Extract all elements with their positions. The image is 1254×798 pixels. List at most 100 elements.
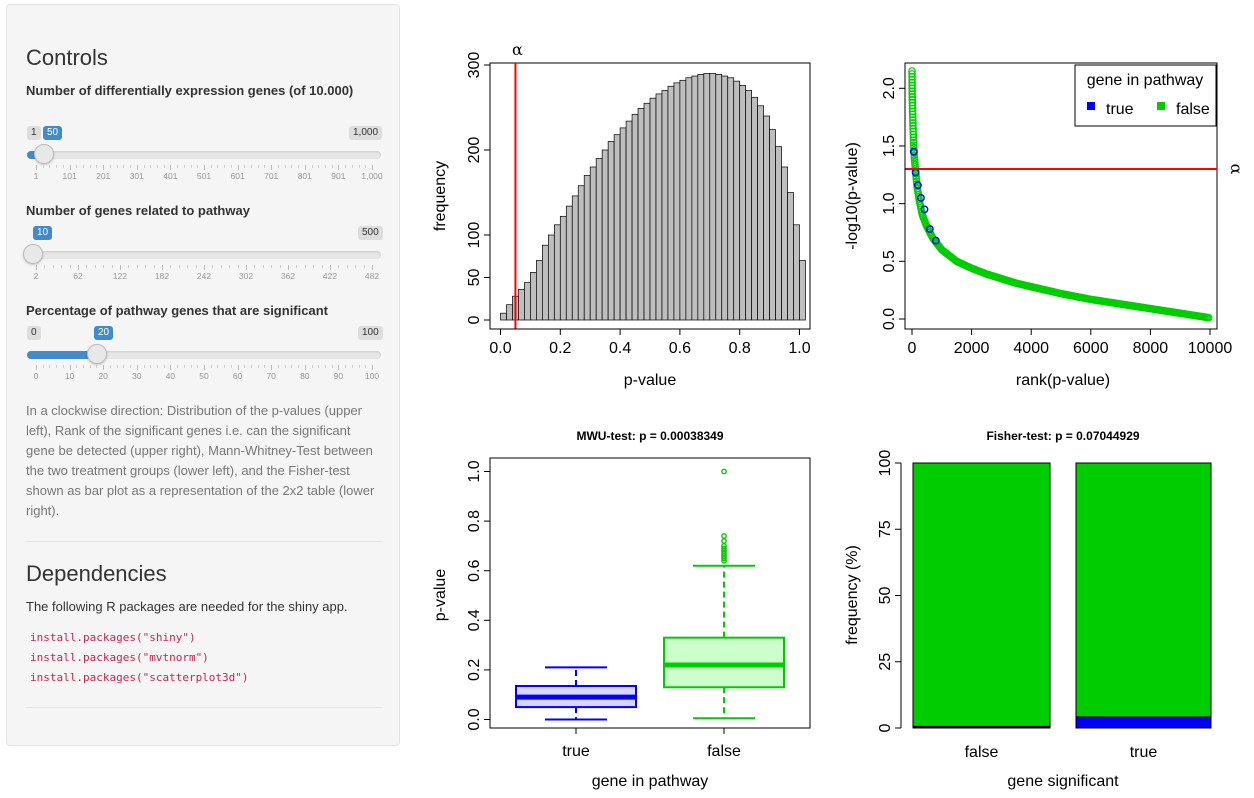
slider-tick-label: 302 (238, 271, 254, 281)
histogram-bar (619, 127, 627, 321)
y-tick-label: 1.5 (881, 135, 898, 157)
histogram-bar (518, 289, 525, 321)
scatter-point (908, 67, 916, 75)
slider-tick (304, 165, 306, 170)
slider-minor-tick (130, 365, 132, 368)
scatter-point (917, 193, 925, 202)
slider-de-genes[interactable] (27, 144, 381, 164)
slider-minor-tick (143, 365, 145, 368)
code-line: install.packages("shiny") (30, 631, 196, 644)
x-tick-label: 4000 (1013, 340, 1049, 357)
histogram-bar (577, 185, 585, 321)
slider-minor-tick (355, 265, 357, 268)
slider-minor-tick (358, 165, 360, 168)
scatter-point (908, 110, 917, 119)
slider-minor-tick (69, 265, 71, 268)
slider-tick (78, 265, 79, 270)
slider-minor-tick (49, 365, 51, 368)
slider-minor-tick (291, 165, 293, 168)
slider-minor-tick (150, 365, 152, 368)
slider-tick (372, 165, 373, 170)
alpha-label: α (1227, 164, 1246, 175)
slider-minor-tick (229, 265, 231, 268)
x-tick-label: 0 (908, 340, 917, 357)
slider-minor-tick (109, 165, 111, 168)
slider-minor-tick (197, 365, 199, 368)
slider-minor-tick (363, 265, 365, 268)
slider-tick (372, 265, 373, 270)
y-tick-label: 50 (877, 587, 894, 605)
slider-de-genes-value: 50 (43, 126, 63, 140)
scatter-point (1204, 313, 1213, 322)
slider-tick-label: 422 (322, 271, 338, 281)
slider-minor-tick (61, 265, 63, 268)
slider-minor-tick (136, 265, 138, 268)
histogram-bar (547, 234, 555, 321)
slider-tick-label: 62 (73, 271, 83, 281)
histogram-bar (715, 73, 723, 321)
slider-minor-tick (143, 165, 145, 168)
histogram-bar (524, 282, 531, 321)
slider-percent-sig[interactable] (27, 344, 381, 364)
slider-tick (338, 165, 340, 170)
histogram-bar (733, 80, 741, 321)
slider-tick (204, 365, 205, 370)
scatter-point (909, 130, 918, 139)
rank-scatter-plot: α gene in pathway true false 0.0 0.5 1.0 1.5 2.0… (844, 62, 1246, 389)
slider-tick (338, 365, 340, 370)
description-text: In a clockwise direction: Distribution o… (26, 403, 375, 518)
divider (26, 707, 382, 708)
slider-minor-tick (197, 165, 199, 168)
x-tick-label: false (965, 744, 999, 761)
scatter-point (909, 133, 918, 142)
histogram-bar (613, 134, 621, 321)
slider-tick-label: 401 (163, 171, 178, 181)
histogram-bar (787, 192, 794, 321)
slider-minor-tick (321, 265, 323, 268)
scatter-point (908, 90, 917, 98)
slider-tick-label: 122 (112, 271, 128, 281)
slider-minor-tick (296, 265, 298, 268)
slider-percent-sig-min: 0 (27, 326, 41, 340)
code-line: install.packages("scatterplot3d") (30, 671, 249, 684)
slider-tick-label: 701 (264, 171, 279, 181)
slider-minor-tick (345, 365, 347, 368)
legend-entry: false (1176, 101, 1210, 118)
x-tick-label: 0.0 (489, 340, 511, 357)
slider-tick (330, 265, 331, 270)
controls-title: Controls (26, 45, 108, 70)
scatter-point (908, 72, 916, 81)
slider-percent-sig-handle[interactable] (87, 344, 107, 364)
dependencies-text: The following R packages are needed for … (26, 599, 348, 614)
slider-minor-tick (220, 265, 222, 268)
scatter-point (908, 101, 917, 110)
y-tick-label: 0.5 (881, 250, 898, 272)
slider-minor-tick (351, 365, 353, 368)
slider-minor-tick (318, 365, 320, 368)
x-tick-label: true (1130, 744, 1158, 761)
scatter-point (909, 119, 917, 127)
slider-tick-label: 30 (132, 371, 142, 381)
histogram-bar (625, 120, 633, 321)
slider-pathway-genes[interactable] (23, 244, 381, 264)
slider-tick (237, 165, 239, 170)
x-tick-label: 0.6 (669, 340, 691, 357)
slider-minor-tick (150, 165, 152, 168)
y-tick-label: 25 (877, 653, 894, 671)
slider-pathway-genes-handle[interactable] (23, 244, 43, 264)
histogram-bar (727, 77, 735, 321)
slider-tick-label: 501 (196, 171, 212, 181)
slider-minor-tick (244, 165, 246, 168)
slider-tick-label: 482 (364, 271, 380, 281)
scatter-point (925, 225, 934, 233)
scatter-point (908, 81, 916, 90)
controls-panel: Controls Number of differentially expres… (6, 4, 400, 746)
slider-minor-tick (298, 365, 300, 368)
slider-de-genes-handle[interactable] (34, 144, 54, 164)
slider-minor-tick (358, 365, 360, 368)
slider-minor-tick (96, 165, 98, 168)
histogram-bar (697, 73, 705, 321)
mwu-boxplot: MWU-test: p = 0.00038349 0.0 0.2 0.4 0.6 0.8 1… (432, 429, 811, 790)
slider-tick-label: 201 (96, 171, 111, 181)
histogram-bar (721, 75, 729, 321)
